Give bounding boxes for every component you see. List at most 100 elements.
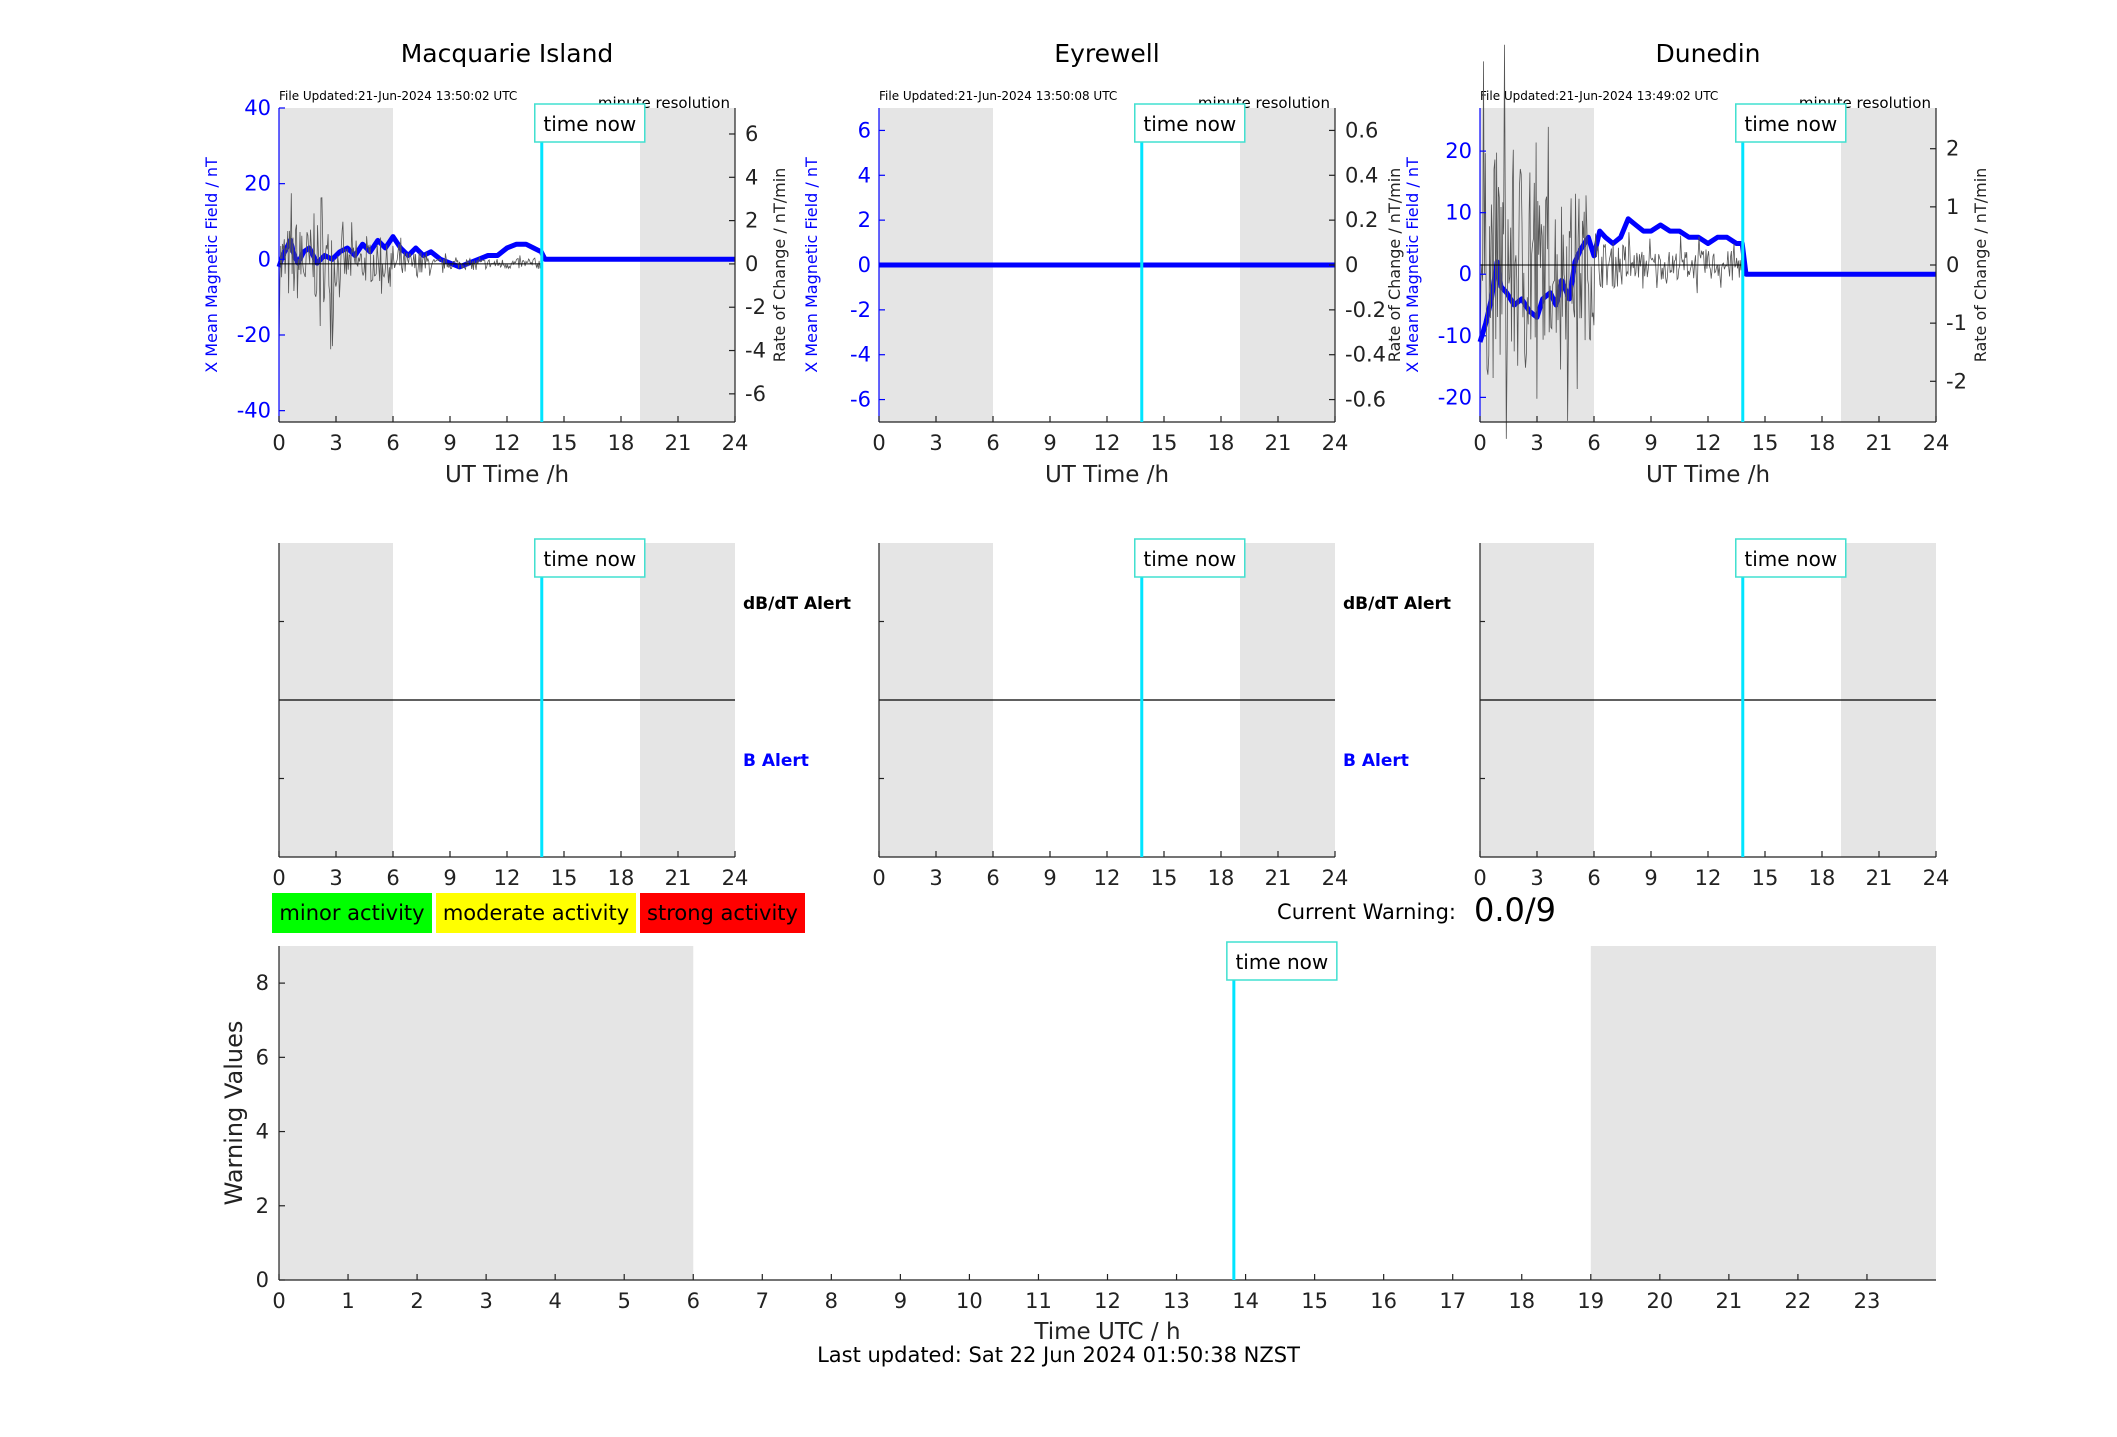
station-0-ytick-left-label: 0 [258,247,271,271]
station-1-xtick-label: 18 [1208,431,1235,455]
station-2-ytick-right-label: -2 [1946,369,1967,393]
station-1-xtick-label: 24 [1322,431,1349,455]
station-0-xtick-label: 12 [494,431,521,455]
station-0-xtick-label: 3 [329,431,342,455]
warning-chart-xtick-label: 8 [825,1289,838,1313]
station-2-xtick-label: 12 [1695,431,1722,455]
alert-0-time-now-box [534,538,646,578]
alert-2-xtick-label: 0 [1473,866,1486,890]
station-0-xtick-label: 18 [608,431,635,455]
station-0-ytick-left-label: -40 [237,399,271,423]
alert-1-xtick-label: 21 [1265,866,1292,890]
station-0-time-now-label: time now [543,112,636,136]
station-0-time-now-box [534,103,646,143]
alert-2-panel: 0 3 6 9 12 15 18 21 24 time now [1473,538,1950,890]
station-0-night-band-0 [279,108,393,422]
station-2-ylabel-left: X Mean Magnetic Field / nT [1403,157,1422,373]
station-2-xtick-label: 15 [1752,431,1779,455]
alert-2-xtick-label: 24 [1923,866,1950,890]
station-1-time-now-box [1134,103,1246,143]
alert-1-xtick-label: 6 [986,866,999,890]
station-2-title: Dunedin [1656,39,1761,68]
warning-chart-xtick-label: 22 [1785,1289,1812,1313]
station-2-magnetometer-chart: Dunedin File Updated:21-Jun-2024 13:49:02… [1385,39,1990,488]
warning-chart-ytick-label: 8 [256,971,269,995]
warning-chart-xtick-label: 18 [1508,1289,1535,1313]
alert-1-xtick-label: 12 [1094,866,1121,890]
station-0-xtick-label: 15 [551,431,578,455]
station-0-ytick-right-label: 0 [745,252,758,276]
station-1-ytick-right-label: -0.2 [1345,298,1386,322]
warning-chart-xtick-label: 20 [1646,1289,1673,1313]
alert-0-panel: 0 3 6 9 12 15 18 21 24 dB/dT Alert B Alert time now [272,538,851,890]
station-2-xtick-label: 0 [1473,431,1486,455]
alert-0-xtick-label: 12 [494,866,521,890]
station-0-xtick-label: 9 [443,431,456,455]
station-0-xtick-label: 24 [722,431,749,455]
station-1-xtick-label: 3 [929,431,942,455]
warning-chart-ytick-label: 2 [256,1194,269,1218]
alert-2-xtick-label: 6 [1587,866,1600,890]
station-2-ytick-right-label: 0 [1946,253,1959,277]
alert-0-xtick-label: 3 [329,866,342,890]
alert-1-time-now-box [1134,538,1246,578]
alert-2-time-now-box [1735,538,1847,578]
station-0-ytick-right-label: -4 [745,339,766,363]
station-2-night-band-1 [1841,108,1936,422]
station-0-night-band-1 [640,108,735,422]
station-2-xtick-label: 21 [1866,431,1893,455]
alert-2-xtick-label: 12 [1695,866,1722,890]
alert-0-xtick-label: 15 [551,866,578,890]
station-0-ytick-left-label: 20 [244,172,271,196]
current-warning-label: Current Warning: [1277,900,1456,924]
legend-label-2: strong activity [647,901,798,925]
station-2-xtick-label: 3 [1530,431,1543,455]
station-0-title: Macquarie Island [401,39,614,68]
station-2-ytick-right-label: -1 [1946,311,1967,335]
warning-chart-xtick-label: 17 [1439,1289,1466,1313]
station-0-ytick-left-label: 40 [244,96,271,120]
station-1-ytick-left-label: 4 [858,163,871,187]
station-1-ytick-right-label: 0 [1345,253,1358,277]
alert-0-xtick-label: 21 [665,866,692,890]
alert-2-xtick-label: 9 [1644,866,1657,890]
warning-chart-xtick-label: 4 [548,1289,561,1313]
station-1-xtick-label: 6 [986,431,999,455]
station-0-xlabel: UT Time /h [445,462,569,488]
station-0-ylabel-right: Rate of Change / nT/min [770,168,789,363]
station-1-file-updated: File Updated:21-Jun-2024 13:50:08 UTC [879,89,1117,103]
warning-chart-xtick-label: 12 [1094,1289,1121,1313]
alert-1-time-now-label: time now [1143,547,1236,571]
station-0-ytick-right-label: 2 [745,209,758,233]
alert-0-dbdt-label: dB/dT Alert [743,594,851,614]
alert-2-xtick-label: 3 [1530,866,1543,890]
warning-chart-xtick-label: 13 [1163,1289,1190,1313]
station-2-time-now-box [1735,103,1847,143]
alert-1-xtick-label: 18 [1208,866,1235,890]
station-2-xtick-label: 24 [1923,431,1950,455]
warning-chart-xtick-label: 5 [618,1289,631,1313]
current-warning-value: 0.0/9 [1474,891,1556,929]
warning-chart-time-now-box [1226,941,1338,981]
station-0-ytick-right-label: -6 [745,382,766,406]
station-1-ytick-left-label: -2 [850,298,871,322]
alert-0-b-label: B Alert [743,751,809,771]
alert-1-panel: 0 3 6 9 12 15 18 21 24 dB/dT Alert B Alert time now [872,538,1451,890]
station-1-ytick-left-label: -6 [850,388,871,412]
current-warning: Current Warning: 0.0/9 [1277,891,1556,929]
station-2-ytick-left-label: 0 [1459,262,1472,286]
warning-chart-xtick-label: 2 [410,1289,423,1313]
warning-chart-night-band-0 [279,946,694,1280]
station-2-file-updated: File Updated:21-Jun-2024 13:49:02 UTC [1480,89,1718,103]
warning-chart-ytick-label: 6 [256,1045,269,1069]
station-1-ytick-left-label: 0 [858,253,871,277]
alert-0-xtick-label: 9 [443,866,456,890]
warning-chart-xtick-label: 10 [956,1289,983,1313]
alert-1-xtick-label: 3 [929,866,942,890]
station-2-ytick-right-label: 1 [1946,195,1959,219]
station-2-ylabel-left-extra: Rate of Change / nT/min [1385,168,1404,363]
warning-chart-time-now-label: time now [1235,950,1328,974]
station-2-xtick-label: 18 [1809,431,1836,455]
warning-chart-xtick-label: 6 [687,1289,700,1313]
